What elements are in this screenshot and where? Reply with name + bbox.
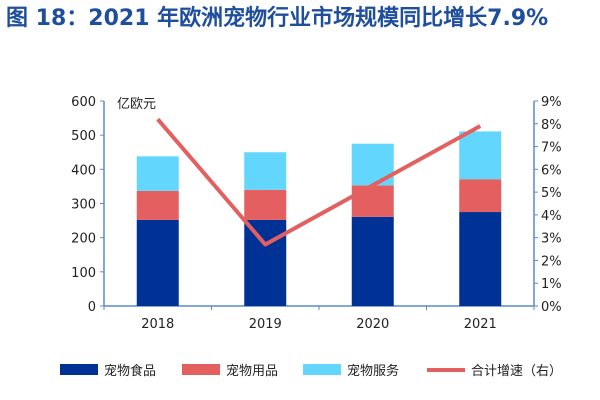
legend-label: 宠物用品	[226, 363, 278, 379]
x-tick-label: 2018	[141, 317, 174, 332]
y-tick-label: 600	[71, 95, 96, 110]
y-tick-label: 300	[71, 198, 96, 213]
bar-宠物用品	[351, 185, 394, 217]
y-axis-unit-label: 亿欧元	[117, 97, 156, 112]
legend-label: 宠物服务	[347, 363, 399, 379]
x-tick-label: 2020	[356, 317, 389, 332]
y-tick-label: 500	[71, 129, 96, 144]
bar-宠物食品	[136, 219, 179, 306]
bar-宠物服务	[244, 152, 287, 190]
bar-宠物食品	[459, 212, 502, 306]
legend-label: 宠物食品	[104, 363, 156, 379]
y2-tick-label: 1%	[541, 277, 562, 292]
bar-宠物食品	[244, 219, 287, 306]
y2-tick-label: 7%	[541, 141, 562, 156]
y-tick-label: 0	[88, 300, 96, 315]
legend-swatch	[60, 364, 98, 375]
y-tick-label: 400	[71, 163, 96, 178]
bar-宠物服务	[136, 156, 179, 191]
y2-tick-label: 0%	[541, 300, 562, 315]
x-tick-label: 2021	[464, 317, 497, 332]
y2-tick-label: 4%	[541, 209, 562, 224]
y2-tick-label: 3%	[541, 232, 562, 247]
bar-宠物用品	[136, 190, 179, 220]
y2-tick-label: 8%	[541, 118, 562, 133]
line-growth-rate	[156, 117, 482, 247]
bar-宠物用品	[459, 179, 502, 213]
x-tick-label: 2019	[249, 317, 282, 332]
legend-label: 合计增速（右）	[471, 364, 562, 379]
y2-tick-label: 6%	[541, 163, 562, 178]
y-tick-label: 200	[71, 232, 96, 247]
y2-tick-label: 2%	[541, 254, 562, 269]
legend-swatch	[303, 364, 341, 375]
y-tick-label: 100	[71, 266, 96, 281]
legend-swatch	[182, 364, 220, 375]
bar-宠物服务	[459, 131, 502, 180]
bar-宠物食品	[351, 216, 394, 306]
y2-tick-label: 5%	[541, 186, 562, 201]
y2-tick-label: 9%	[541, 95, 562, 110]
bar-宠物用品	[244, 189, 287, 220]
chart-title: 图 18：2021 年欧洲宠物行业市场规模同比增长7.9%	[6, 6, 549, 31]
